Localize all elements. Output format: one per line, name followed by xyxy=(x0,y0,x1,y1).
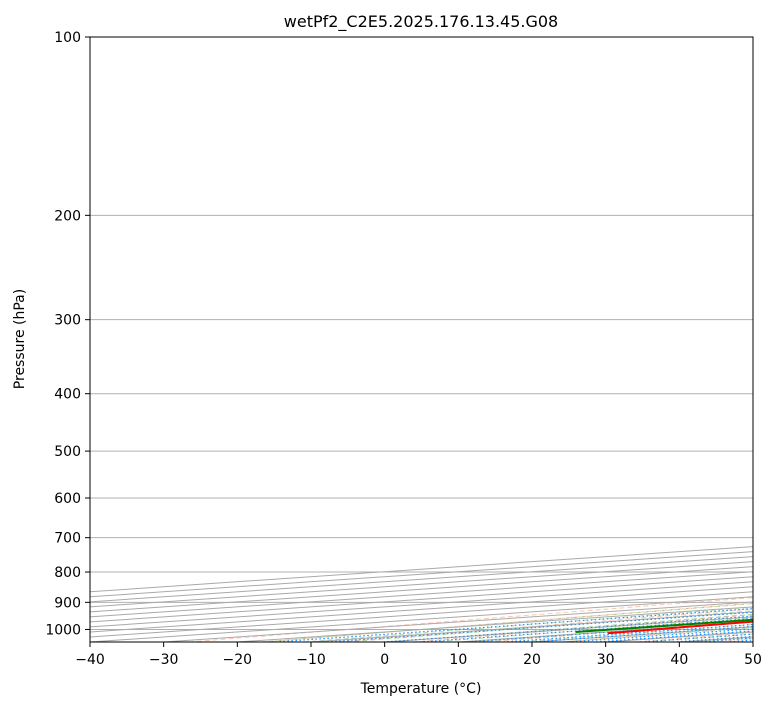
y-tick-label: 800 xyxy=(54,565,81,581)
x-tick-label: 50 xyxy=(744,652,762,668)
isotherm-line xyxy=(531,626,753,642)
mixing-ratio-line xyxy=(383,615,753,642)
moist-adiabat-line xyxy=(509,624,753,642)
dry-adiabat-line xyxy=(188,597,753,642)
x-tick-label: −10 xyxy=(296,652,326,668)
moist-adiabat-line xyxy=(424,617,753,642)
y-tick-label: 400 xyxy=(54,387,81,403)
moist-adiabat-line xyxy=(296,606,753,642)
chart-title: wetPf2_C2E5.2025.176.13.45.G08 xyxy=(284,12,558,32)
isotherm-line xyxy=(90,596,753,642)
x-tick-label: −30 xyxy=(149,652,179,668)
y-tick-label: 1000 xyxy=(45,622,81,638)
isotherm-line xyxy=(90,566,753,613)
isotherm-line xyxy=(90,561,753,608)
isotherm-line xyxy=(90,586,753,633)
isotherm-line xyxy=(90,571,753,618)
isotherm-line xyxy=(384,616,753,642)
y-tick-label: 200 xyxy=(54,208,81,224)
isotherm-line xyxy=(752,641,753,642)
y-tick-label: 500 xyxy=(54,444,81,460)
moist-adiabat-line xyxy=(253,603,753,642)
y-tick-label: 100 xyxy=(54,30,81,46)
mixing-ratio-line xyxy=(754,441,775,642)
isotherm-line xyxy=(458,621,753,642)
mixing-ratio-line xyxy=(467,621,753,642)
moist-adiabat-line xyxy=(382,613,753,642)
isotherm-line xyxy=(90,591,753,638)
moist-adiabat-line xyxy=(467,620,753,642)
x-axis: −40 −30 −20 −10 0 10 20 30 40 50 xyxy=(75,642,762,668)
x-tick-label: −40 xyxy=(75,652,105,668)
mixing-ratio-line xyxy=(697,637,753,642)
y-tick-label: 700 xyxy=(54,531,81,547)
isotherm-line xyxy=(90,551,753,598)
mixing-ratio-line xyxy=(275,608,753,642)
isotherm-line xyxy=(237,606,753,642)
isotherm-line xyxy=(90,546,753,593)
x-tick-label: 40 xyxy=(670,652,688,668)
x-tick-label: 30 xyxy=(597,652,615,668)
isotherm-line xyxy=(90,556,753,603)
isotherm-line xyxy=(679,636,753,642)
x-tick-label: −20 xyxy=(223,652,253,668)
mixing-ratio-line xyxy=(567,628,753,642)
x-tick-label: 20 xyxy=(523,652,541,668)
isotherm-line xyxy=(310,611,753,642)
profile-series xyxy=(575,618,753,635)
plot-frame xyxy=(89,36,754,643)
temperature-profile-line xyxy=(607,620,753,635)
moist-adiabat-line xyxy=(339,610,753,642)
x-tick-label: 10 xyxy=(449,652,467,668)
x-tick-label: 0 xyxy=(380,652,389,668)
dewpoint-profile-line xyxy=(575,618,753,633)
isotherm-line xyxy=(90,576,753,623)
y-axis: 100 200 300 400 500 600 700 800 900 1000 xyxy=(45,30,90,638)
isotherm-line xyxy=(90,581,753,628)
y-tick-label: 600 xyxy=(54,491,81,507)
y-axis-label: Pressure (hPa) xyxy=(12,289,28,389)
moist-adiabat-line xyxy=(682,636,753,642)
y-tick-label: 900 xyxy=(54,595,81,611)
dry-adiabat-line xyxy=(338,608,753,642)
x-axis-label: Temperature (°C) xyxy=(360,681,482,697)
dry-adiabat-line xyxy=(562,625,753,642)
y-tick-label: 300 xyxy=(54,313,81,329)
background-lines xyxy=(90,37,775,642)
dry-adiabat-line xyxy=(263,602,753,642)
